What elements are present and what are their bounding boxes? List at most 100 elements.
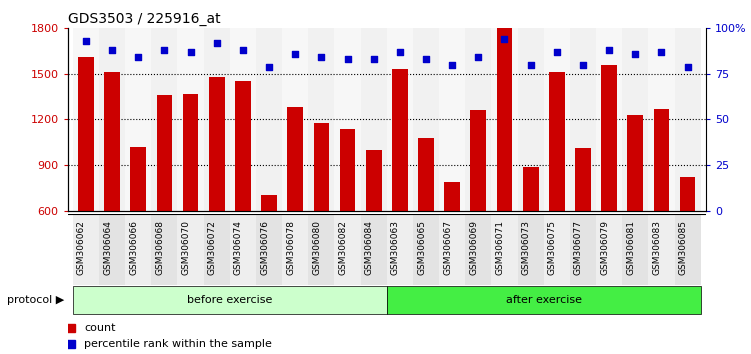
Bar bbox=[570, 28, 596, 211]
Bar bbox=[496, 28, 512, 302]
Bar bbox=[177, 28, 204, 211]
Text: GSM306073: GSM306073 bbox=[522, 220, 531, 275]
Text: GSM306063: GSM306063 bbox=[391, 220, 400, 275]
Bar bbox=[104, 72, 120, 302]
Bar bbox=[99, 28, 125, 211]
Point bbox=[237, 47, 249, 53]
Text: GSM306075: GSM306075 bbox=[547, 220, 556, 275]
Text: GDS3503 / 225916_at: GDS3503 / 225916_at bbox=[68, 12, 220, 26]
Point bbox=[629, 51, 641, 57]
Point bbox=[132, 55, 144, 60]
Text: GSM306085: GSM306085 bbox=[679, 220, 688, 275]
Point bbox=[368, 57, 380, 62]
Bar bbox=[256, 28, 282, 211]
Bar bbox=[282, 28, 308, 211]
Bar bbox=[73, 28, 99, 211]
Text: GSM306082: GSM306082 bbox=[339, 220, 348, 275]
Bar bbox=[125, 214, 151, 285]
Bar bbox=[544, 28, 570, 211]
Bar bbox=[627, 115, 643, 302]
Bar bbox=[466, 214, 491, 285]
Bar bbox=[549, 72, 565, 302]
Point bbox=[158, 47, 170, 53]
Text: GSM306068: GSM306068 bbox=[155, 220, 164, 275]
Point bbox=[185, 49, 197, 55]
Bar bbox=[282, 214, 308, 285]
Point bbox=[106, 47, 118, 53]
Text: count: count bbox=[85, 323, 116, 333]
Text: GSM306072: GSM306072 bbox=[208, 220, 217, 275]
Point bbox=[472, 55, 484, 60]
Bar bbox=[674, 214, 701, 285]
Bar bbox=[653, 109, 669, 302]
Bar bbox=[623, 214, 648, 285]
Bar bbox=[648, 28, 674, 211]
Point bbox=[420, 57, 432, 62]
Bar bbox=[439, 28, 466, 211]
Bar bbox=[334, 28, 360, 211]
Text: protocol ▶: protocol ▶ bbox=[7, 295, 64, 305]
Text: GSM306062: GSM306062 bbox=[77, 220, 86, 275]
Point bbox=[525, 62, 537, 68]
Bar bbox=[470, 110, 486, 302]
Bar bbox=[523, 167, 538, 302]
Bar bbox=[392, 69, 408, 302]
Bar bbox=[439, 214, 466, 285]
Text: before exercise: before exercise bbox=[187, 295, 273, 305]
Point bbox=[550, 49, 562, 55]
Point bbox=[682, 64, 694, 69]
Bar bbox=[308, 28, 334, 211]
Text: GSM306074: GSM306074 bbox=[234, 220, 243, 275]
Text: GSM306078: GSM306078 bbox=[286, 220, 295, 275]
Bar bbox=[491, 214, 517, 285]
Point bbox=[80, 38, 92, 44]
Text: GSM306079: GSM306079 bbox=[600, 220, 609, 275]
Text: GSM306080: GSM306080 bbox=[312, 220, 321, 275]
Bar bbox=[680, 177, 695, 302]
Bar bbox=[648, 214, 674, 285]
Bar bbox=[575, 148, 591, 302]
Point bbox=[603, 47, 615, 53]
Bar bbox=[131, 147, 146, 302]
Point bbox=[446, 62, 458, 68]
Text: percentile rank within the sample: percentile rank within the sample bbox=[85, 339, 273, 349]
Point bbox=[342, 57, 354, 62]
Bar bbox=[623, 28, 648, 211]
Bar bbox=[602, 65, 617, 302]
Bar bbox=[517, 28, 544, 211]
Text: GSM306067: GSM306067 bbox=[443, 220, 452, 275]
Point bbox=[656, 49, 668, 55]
Text: GSM306064: GSM306064 bbox=[103, 220, 112, 275]
Bar bbox=[235, 81, 251, 302]
Bar bbox=[78, 57, 94, 302]
Bar bbox=[288, 107, 303, 302]
Bar bbox=[177, 214, 204, 285]
Bar bbox=[517, 214, 544, 285]
Point bbox=[577, 62, 589, 68]
Point bbox=[394, 49, 406, 55]
Bar bbox=[491, 28, 517, 211]
Bar bbox=[674, 28, 701, 211]
Bar bbox=[99, 214, 125, 285]
Bar bbox=[387, 286, 701, 314]
Bar bbox=[209, 77, 225, 302]
Text: GSM306066: GSM306066 bbox=[129, 220, 138, 275]
Bar bbox=[445, 182, 460, 302]
Bar bbox=[151, 28, 177, 211]
Bar bbox=[413, 28, 439, 211]
Text: GSM306081: GSM306081 bbox=[626, 220, 635, 275]
Point bbox=[315, 55, 327, 60]
Bar bbox=[151, 214, 177, 285]
Bar bbox=[230, 28, 256, 211]
Bar bbox=[413, 214, 439, 285]
Text: GSM306070: GSM306070 bbox=[182, 220, 191, 275]
Point bbox=[211, 40, 223, 46]
Bar bbox=[466, 28, 491, 211]
Bar bbox=[387, 214, 413, 285]
Bar bbox=[596, 214, 623, 285]
Bar bbox=[596, 28, 623, 211]
Bar bbox=[308, 214, 334, 285]
Bar bbox=[73, 286, 387, 314]
Bar bbox=[204, 214, 230, 285]
Point bbox=[499, 36, 511, 42]
